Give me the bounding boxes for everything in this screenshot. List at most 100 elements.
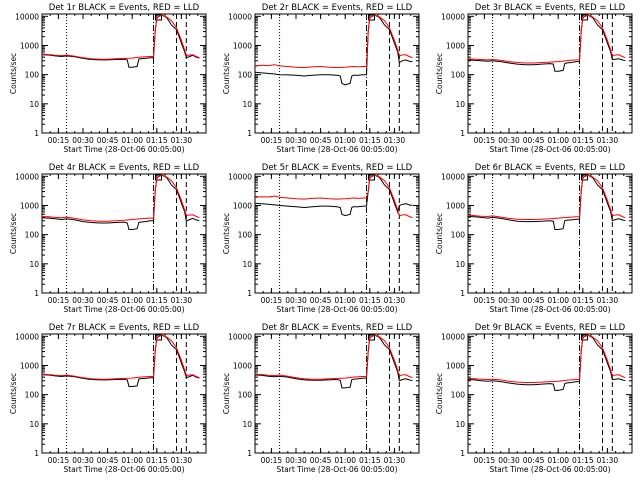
y-tick-label: 10 bbox=[455, 420, 465, 429]
series-line-red bbox=[42, 14, 200, 60]
plot-frame bbox=[41, 333, 207, 454]
y-tick-label: 10000 bbox=[228, 332, 252, 341]
x-axis-label: Start Time (28-Oct-06 00:05:00) bbox=[63, 305, 184, 314]
x-tick-label: 00:45 bbox=[523, 296, 545, 305]
series-line-black bbox=[255, 14, 413, 86]
y-tick-label: 100 bbox=[25, 71, 40, 80]
y-axis-label: Counts/sec bbox=[222, 53, 231, 94]
x-tick-label: 01:15 bbox=[359, 296, 381, 305]
y-tick-label: 1000 bbox=[20, 41, 39, 50]
x-axis-label: Start Time (28-Oct-06 00:05:00) bbox=[63, 145, 184, 154]
y-tick-label: 1000 bbox=[20, 361, 39, 370]
y-tick-label: 1000 bbox=[446, 361, 465, 370]
x-axis-label: Start Time (28-Oct-06 00:05:00) bbox=[276, 145, 397, 154]
chart-title: Det 1r BLACK = Events, RED = LLD bbox=[49, 3, 200, 13]
x-tick-label: 01:15 bbox=[359, 136, 381, 145]
chart-title: Det 3r BLACK = Events, RED = LLD bbox=[475, 3, 626, 13]
chart-title: Det 8r BLACK = Events, RED = LLD bbox=[262, 323, 413, 333]
x-axis-label: Start Time (28-Oct-06 00:05:00) bbox=[63, 465, 184, 474]
x-tick-label: 01:30 bbox=[384, 296, 406, 305]
x-tick-label: 00:15 bbox=[474, 136, 496, 145]
chart-panel-7: Det 7r BLACK = Events, RED = LLD 1 10 100 10… bbox=[9, 323, 207, 474]
y-tick-label: 1000 bbox=[446, 41, 465, 50]
chart-title: Det 5r BLACK = Events, RED = LLD bbox=[262, 163, 413, 173]
series-line-red bbox=[468, 174, 626, 220]
y-tick-label: 10000 bbox=[441, 332, 465, 341]
y-tick-label: 10 bbox=[455, 260, 465, 269]
x-tick-label: 01:15 bbox=[146, 136, 168, 145]
x-tick-label: 01:30 bbox=[384, 136, 406, 145]
x-tick-label: 01:00 bbox=[547, 136, 569, 145]
x-tick-label: 00:15 bbox=[261, 136, 283, 145]
x-tick-label: 00:15 bbox=[261, 296, 283, 305]
y-axis-label: Counts/sec bbox=[222, 213, 231, 254]
x-tick-label: 00:45 bbox=[310, 456, 332, 465]
x-tick-label: 01:00 bbox=[334, 456, 356, 465]
y-tick-label: 10 bbox=[455, 100, 465, 109]
series-line-black bbox=[255, 334, 413, 389]
chart-panel-3: Det 3r BLACK = Events, RED = LLD 1 10 100 10… bbox=[435, 3, 633, 154]
series-line-red bbox=[255, 14, 413, 69]
chart-panel-6: Det 6r BLACK = Events, RED = LLD 1 10 100 10… bbox=[435, 163, 633, 314]
y-tick-label: 10000 bbox=[15, 332, 39, 341]
y-tick-label: 1 bbox=[34, 289, 39, 298]
peak-marker-box bbox=[368, 334, 376, 341]
y-tick-label: 1000 bbox=[20, 201, 39, 210]
y-tick-label: 10000 bbox=[441, 172, 465, 181]
x-tick-label: 00:30 bbox=[72, 456, 94, 465]
y-tick-label: 1 bbox=[34, 449, 39, 458]
peak-marker-box bbox=[155, 14, 163, 21]
x-axis-label: Start Time (28-Oct-06 00:05:00) bbox=[489, 305, 610, 314]
series-line-red bbox=[42, 174, 200, 222]
y-tick-label: 10000 bbox=[15, 172, 39, 181]
y-tick-label: 10000 bbox=[228, 12, 252, 21]
y-tick-label: 100 bbox=[451, 231, 466, 240]
y-tick-label: 100 bbox=[238, 71, 253, 80]
chart-title: Det 2r BLACK = Events, RED = LLD bbox=[262, 3, 413, 13]
x-tick-label: 00:45 bbox=[523, 456, 545, 465]
x-tick-label: 00:45 bbox=[97, 456, 119, 465]
x-tick-label: 01:15 bbox=[146, 296, 168, 305]
chart-panel-5: Det 5r BLACK = Events, RED = LLD 1 10 100 10… bbox=[222, 163, 420, 314]
series-line-black bbox=[42, 334, 200, 387]
x-tick-label: 00:15 bbox=[474, 456, 496, 465]
x-tick-label: 01:00 bbox=[121, 296, 143, 305]
y-tick-label: 1 bbox=[460, 129, 465, 138]
series-line-black bbox=[468, 334, 626, 391]
peak-marker-box bbox=[155, 334, 163, 341]
plot-frame bbox=[467, 173, 633, 294]
y-axis-label: Counts/sec bbox=[435, 373, 444, 414]
y-tick-label: 1000 bbox=[233, 41, 252, 50]
series-line-black bbox=[255, 174, 413, 217]
y-axis-label: Counts/sec bbox=[9, 373, 18, 414]
y-tick-label: 10000 bbox=[228, 172, 252, 181]
chart-title: Det 4r BLACK = Events, RED = LLD bbox=[49, 163, 200, 173]
x-axis-label: Start Time (28-Oct-06 00:05:00) bbox=[489, 145, 610, 154]
plot-frame bbox=[254, 173, 420, 294]
x-tick-label: 00:45 bbox=[97, 296, 119, 305]
y-axis-label: Counts/sec bbox=[9, 53, 18, 94]
y-tick-label: 1 bbox=[460, 289, 465, 298]
x-tick-label: 01:15 bbox=[146, 456, 168, 465]
chart-panel-2: Det 2r BLACK = Events, RED = LLD 1 10 100 10… bbox=[222, 3, 420, 154]
x-tick-label: 00:30 bbox=[72, 136, 94, 145]
y-tick-label: 10 bbox=[29, 420, 39, 429]
y-tick-label: 100 bbox=[238, 231, 253, 240]
peak-marker-box bbox=[581, 174, 589, 181]
y-tick-label: 1 bbox=[247, 449, 252, 458]
plot-frame bbox=[41, 173, 207, 294]
x-tick-label: 00:45 bbox=[97, 136, 119, 145]
series-line-red bbox=[468, 14, 626, 64]
peak-marker-box bbox=[368, 174, 376, 181]
x-tick-label: 01:00 bbox=[334, 296, 356, 305]
plot-frame bbox=[254, 13, 420, 134]
series-line-red bbox=[255, 334, 413, 380]
x-tick-label: 00:15 bbox=[474, 296, 496, 305]
x-tick-label: 00:30 bbox=[285, 296, 307, 305]
x-tick-label: 01:00 bbox=[547, 456, 569, 465]
x-tick-label: 01:30 bbox=[171, 296, 193, 305]
y-axis-label: Counts/sec bbox=[435, 53, 444, 94]
plot-frame bbox=[467, 13, 633, 134]
series-line-black bbox=[468, 174, 626, 230]
x-axis-label: Start Time (28-Oct-06 00:05:00) bbox=[276, 305, 397, 314]
